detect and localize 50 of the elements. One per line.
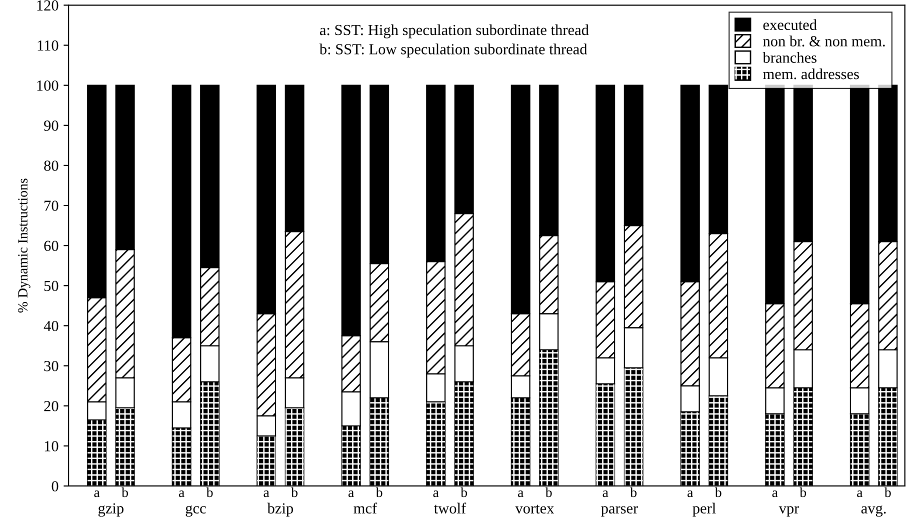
x-tick-label: b (122, 487, 128, 498)
annotation: b: SST: Low speculation subordinate thread (319, 44, 588, 58)
y-tick-label: 10 (44, 441, 58, 452)
x-tick-label: b (630, 487, 637, 498)
y-tick-label: 80 (44, 160, 58, 171)
y-tick-label: 70 (44, 200, 58, 211)
x-tick-label: b (291, 487, 298, 498)
y-tick-label: 100 (37, 80, 58, 91)
x-tick-label: a (602, 490, 608, 498)
y-tick-label: 120 (37, 0, 58, 11)
y-tick-label: 0 (52, 481, 58, 492)
legend-label: mem. addresses (763, 68, 859, 80)
text: bzip (267, 502, 294, 517)
y-tick-label: 60 (44, 240, 58, 252)
x-tick-label: a (688, 490, 694, 498)
x-tick-label: a (857, 490, 863, 498)
legend-label: non br. & non mem. (763, 36, 885, 46)
text: avg. (861, 506, 886, 517)
text: gcc (186, 506, 206, 517)
y-axis-title: % Dynamic Instructions (18, 178, 30, 313)
text: twolf (434, 502, 466, 514)
x-tick-label: a (178, 490, 184, 498)
y-tick-label: 110 (38, 40, 58, 51)
y-tick-label: 20 (44, 400, 58, 412)
annotation: a: SST: High speculation subordinate thread (320, 24, 589, 38)
text: vortex (515, 504, 554, 514)
y-tick-label: 90 (44, 120, 58, 131)
text: mcf (354, 502, 378, 514)
y-tick-label: 50 (44, 280, 58, 292)
y-tick-label: 30 (44, 360, 58, 372)
x-tick-label: a (518, 490, 524, 498)
y-tick-label: 40 (44, 320, 58, 332)
text: vpr (778, 506, 800, 517)
x-tick-label: a (94, 490, 100, 498)
x-tick-label: a (772, 490, 778, 498)
legend-label: branches (762, 52, 816, 63)
x-tick-label: b (714, 487, 722, 498)
x-tick-label: b (800, 487, 806, 498)
x-tick-label: a (433, 490, 439, 498)
text: perl (692, 502, 716, 517)
text: parser (601, 506, 638, 517)
x-tick-label: a (348, 490, 354, 498)
x-tick-label: b (376, 487, 382, 498)
legend-label: executed (763, 19, 817, 30)
x-tick-label: b (460, 487, 468, 498)
x-tick-label: b (206, 487, 213, 498)
x-tick-label: b (545, 487, 552, 498)
x-tick-label: a (264, 490, 270, 498)
x-tick-label: b (884, 487, 891, 498)
text: gzip (98, 503, 124, 517)
